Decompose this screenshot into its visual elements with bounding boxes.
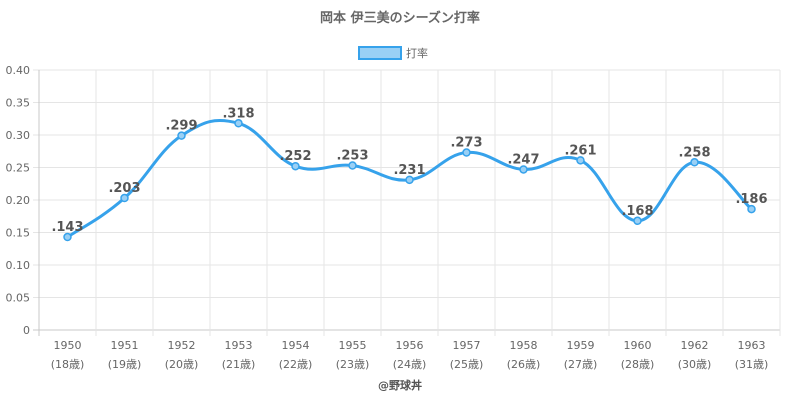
x-tick-sublabel: (20歳) — [165, 358, 199, 371]
data-label: .252 — [279, 149, 311, 164]
legend-label: 打率 — [406, 46, 428, 60]
data-point — [576, 156, 585, 165]
y-tick-label: 0.25 — [6, 162, 31, 175]
data-point — [462, 148, 471, 157]
data-label: .203 — [108, 181, 140, 196]
y-tick-label: 0.35 — [6, 97, 31, 110]
x-tick-label: 1950 — [54, 339, 82, 352]
data-label: .168 — [621, 204, 653, 219]
data-point — [519, 165, 528, 174]
x-tick-sublabel: (21歳) — [222, 358, 256, 371]
y-tick-label: 0.30 — [6, 129, 31, 142]
x-tick-sublabel: (26歳) — [507, 358, 541, 371]
data-points — [63, 119, 756, 242]
x-tick-sublabel: (27歳) — [564, 358, 598, 371]
data-point — [291, 161, 300, 171]
y-tick-label: 0 — [23, 324, 30, 337]
x-tick-label: 1959 — [567, 339, 595, 352]
x-tick-sublabel: (18歳) — [51, 358, 85, 371]
y-tick-label: 0.10 — [6, 259, 31, 272]
x-tick-label: 1953 — [225, 339, 253, 352]
x-tick-label: 1962 — [681, 339, 709, 352]
x-tick-label: 1955 — [339, 339, 367, 352]
x-tick-label: 1957 — [453, 339, 481, 352]
y-tick-label: 0.15 — [6, 227, 31, 240]
legend[interactable]: 打率 — [358, 46, 428, 60]
data-point — [177, 131, 186, 140]
data-label: .299 — [165, 119, 197, 134]
y-tick-label: 0.40 — [6, 64, 31, 77]
data-labels: .143 .203 .299 .318 .252 .253 .231 .273 .247 .261… — [51, 106, 767, 235]
data-label: .143 — [51, 220, 83, 235]
x-tick-sublabel: (24歳) — [393, 358, 427, 371]
data-point — [747, 204, 756, 214]
data-label: .253 — [336, 149, 368, 164]
x-tick-label: 1956 — [396, 339, 424, 352]
data-point — [234, 119, 243, 128]
y-tick-label: 0.05 — [6, 292, 31, 305]
legend-swatch — [358, 46, 402, 60]
data-label: .186 — [735, 192, 767, 207]
x-tick-sublabel: (23歳) — [336, 358, 370, 371]
x-tick-sublabel: (30歳) — [678, 358, 712, 371]
x-tick-label: 1951 — [111, 339, 139, 352]
x-tick-label: 1963 — [738, 339, 766, 352]
x-tick-sublabel: (31歳) — [735, 358, 769, 371]
data-point — [120, 193, 129, 203]
data-point — [348, 161, 357, 170]
y-tick-label: 0.20 — [6, 194, 31, 207]
data-point — [633, 216, 642, 226]
x-tick-label: 1952 — [168, 339, 196, 352]
x-tick-sublabel: (22歳) — [279, 358, 313, 371]
grid-lines — [33, 69, 781, 336]
x-tick-label: 1954 — [282, 339, 310, 352]
credit-text: @野球丼 — [378, 378, 422, 392]
x-tick-sublabel: (25歳) — [450, 358, 484, 371]
data-point — [405, 175, 414, 185]
x-tick-sublabel: (28歳) — [621, 358, 655, 371]
data-label: .258 — [678, 145, 710, 160]
data-label: .247 — [507, 152, 539, 167]
x-tick-label: 1960 — [624, 339, 652, 352]
data-label: .273 — [450, 136, 482, 151]
data-point — [63, 232, 72, 242]
x-tick-label: 1958 — [510, 339, 538, 352]
data-label: .318 — [222, 106, 254, 121]
data-label: .231 — [393, 163, 425, 178]
chart-title: 岡本 伊三美のシーズン打率 — [320, 10, 480, 26]
x-tick-sublabel: (19歳) — [108, 358, 142, 371]
data-point — [690, 158, 699, 167]
x-axis: 1950 (18歳) 1951 (19歳) 1952 (20歳) 1953 (21歳) 1954… — [51, 339, 769, 371]
data-label: .261 — [564, 143, 596, 158]
y-axis: 0 0.05 0.10 0.15 0.20 0.25 0.30 0.35 0.40 — [6, 64, 31, 337]
